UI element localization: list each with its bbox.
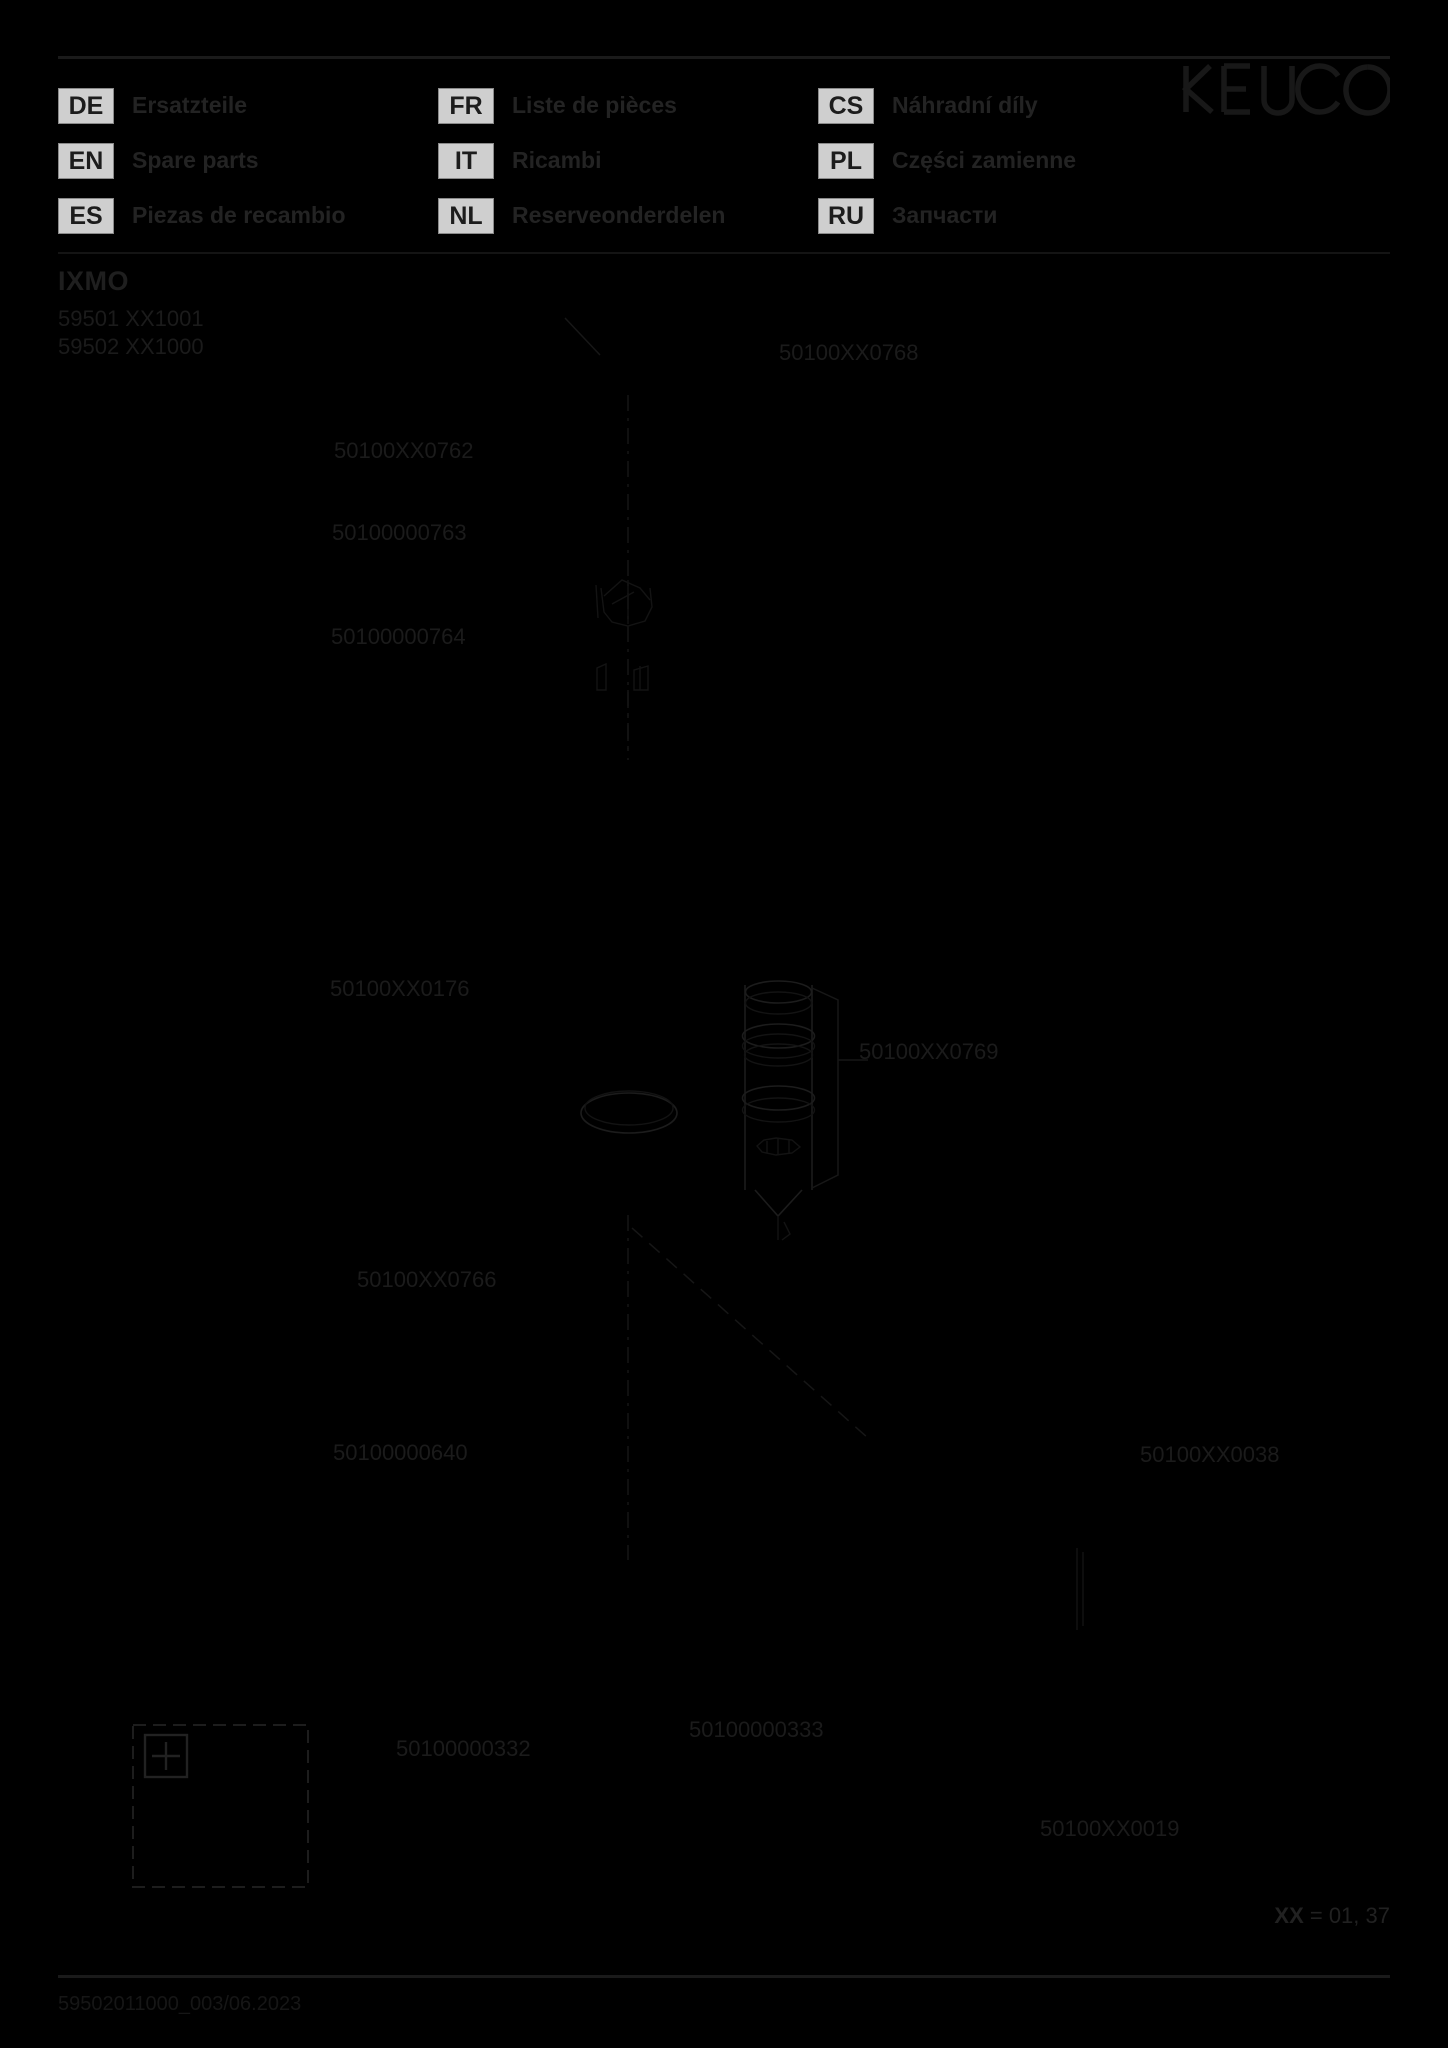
- tool-callout-box: [132, 1724, 309, 1888]
- language-badge-es: ES: [58, 197, 114, 234]
- product-codes: 59501 XX1001 59502 XX1000: [58, 306, 204, 359]
- callout-50100XX0038: 50100XX0038: [1140, 1442, 1280, 1467]
- escutcheon-edge: [1076, 1548, 1084, 1630]
- language-entry-de: DE Ersatzteile: [58, 87, 438, 124]
- language-label-es: Piezas de recambio: [132, 202, 346, 228]
- language-row: DE Ersatzteile FR Liste de pièces CS Náh…: [58, 78, 1178, 133]
- document-revision-code: 59502011000_003/06.2023: [58, 1993, 302, 2015]
- language-label-nl: Reserveonderdelen: [512, 202, 726, 228]
- language-badge-nl: NL: [438, 197, 494, 234]
- bracket-feet-detail: [596, 662, 649, 691]
- language-label-ru: Запчасти: [892, 202, 998, 228]
- callout-50100000640: 50100000640: [333, 1440, 468, 1465]
- language-entry-pl: PL Części zamienne: [818, 142, 1178, 179]
- callout-50100000763: 50100000763: [332, 520, 467, 545]
- header-divider-bottom: [58, 252, 1390, 254]
- diagonal-leader: [631, 1227, 869, 1439]
- product-name: IXMO: [58, 266, 130, 296]
- language-label-cs: Náhradní díly: [892, 92, 1038, 118]
- language-row: ES Piezas de recambio NL Reserveonderdel…: [58, 188, 1178, 243]
- language-label-pl: Części zamienne: [892, 147, 1077, 173]
- language-badge-en: EN: [58, 142, 114, 179]
- callout-50100000333: 50100000333: [689, 1717, 824, 1742]
- language-entry-it: IT Ricambi: [438, 142, 818, 179]
- callout-50100XX0176: 50100XX0176: [330, 976, 470, 1001]
- language-label-fr: Liste de pièces: [512, 92, 677, 118]
- language-entry-es: ES Piezas de recambio: [58, 197, 438, 234]
- language-badge-de: DE: [58, 87, 114, 124]
- language-badge-ru: RU: [818, 197, 874, 234]
- language-entry-cs: CS Náhradní díly: [818, 87, 1178, 124]
- callout-50100XX0762: 50100XX0762: [334, 438, 474, 463]
- keuco-logo: [1180, 62, 1390, 116]
- callout-50100000764: 50100000764: [331, 624, 466, 649]
- language-entry-nl: NL Reserveonderdelen: [438, 197, 818, 234]
- language-legend: DE Ersatzteile FR Liste de pièces CS Náh…: [58, 78, 1178, 243]
- language-badge-pl: PL: [818, 142, 874, 179]
- variant-note: XX = 01, 37: [1274, 1903, 1390, 1929]
- language-badge-fr: FR: [438, 87, 494, 124]
- language-label-en: Spare parts: [132, 147, 259, 173]
- cartridge-detail: [595, 579, 653, 627]
- language-label-it: Ricambi: [512, 147, 602, 173]
- language-label-de: Ersatzteile: [132, 92, 248, 118]
- callout-50100XX0766: 50100XX0766: [357, 1267, 497, 1292]
- top-leader-line: [564, 317, 601, 356]
- callout-50100XX0019: 50100XX0019: [1040, 1816, 1180, 1841]
- footer-divider: [58, 1975, 1390, 1978]
- language-badge-cs: CS: [818, 87, 874, 124]
- language-entry-fr: FR Liste de pièces: [438, 87, 818, 124]
- language-row: EN Spare parts IT Ricambi PL Części zami…: [58, 133, 1178, 188]
- variant-note-key: XX: [1274, 1903, 1304, 1928]
- header-divider-top: [58, 56, 1390, 59]
- o-ring-part: [580, 1090, 678, 1134]
- language-badge-it: IT: [438, 142, 494, 179]
- cartridge-body: [741, 980, 868, 1241]
- language-entry-en: EN Spare parts: [58, 142, 438, 179]
- callout-50100000332: 50100000332: [396, 1736, 531, 1761]
- variant-note-values: = 01, 37: [1303, 1903, 1390, 1928]
- language-entry-ru: RU Запчасти: [818, 197, 1178, 234]
- callout-50100XX0769: 50100XX0769: [859, 1039, 999, 1064]
- callout-50100XX0768: 50100XX0768: [779, 340, 919, 365]
